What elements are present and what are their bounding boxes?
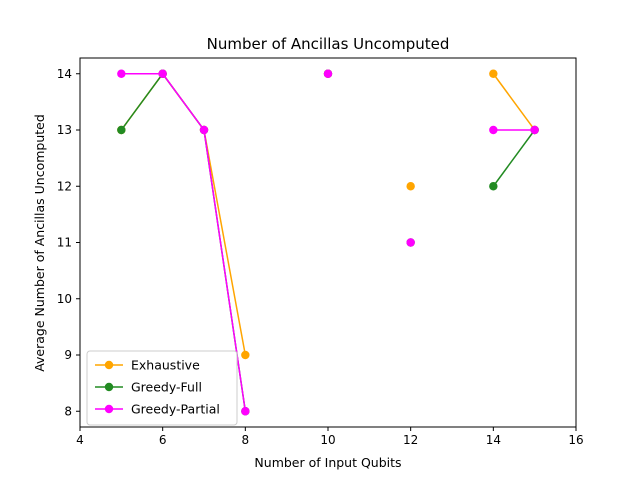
series-line-exhaustive — [492, 73, 536, 131]
legend-box — [86, 350, 238, 426]
data-point-greedy-partial — [241, 407, 250, 416]
y-axis-label: Average Number of Ancillas Uncomputed — [32, 114, 47, 372]
legend-marker — [104, 360, 114, 370]
legend-label: Greedy-Partial — [131, 402, 220, 417]
series-layer — [117, 69, 539, 416]
legend-item: Exhaustive — [95, 358, 200, 373]
data-point-greedy-partial — [158, 69, 167, 78]
data-point-greedy-partial — [117, 69, 126, 78]
data-point-greedy-partial — [406, 238, 415, 247]
x-tick-label: 10 — [320, 433, 335, 447]
data-point-greedy-partial — [199, 125, 209, 135]
y-tick-label: 14 — [57, 67, 72, 81]
legend-item: Greedy-Partial — [95, 402, 220, 417]
data-point-greedy-partial — [489, 125, 498, 135]
axes-frame — [79, 57, 577, 428]
y-tick-label: 8 — [64, 404, 72, 418]
x-tick-label: 6 — [159, 433, 167, 447]
data-point-exhaustive — [489, 69, 498, 78]
series-line-greedy-partial — [121, 73, 247, 412]
data-point-exhaustive — [241, 350, 250, 360]
data-point-greedy-full — [489, 182, 498, 191]
x-tick-label: 14 — [486, 433, 501, 447]
legend-label: Exhaustive — [131, 358, 200, 373]
series-greedy-partial — [117, 69, 539, 416]
legend-marker — [104, 404, 114, 414]
legend-item: Greedy-Full — [95, 380, 202, 395]
x-axis-ticks: 4 6 8 10 12 14 16 — [76, 427, 584, 447]
x-tick-label: 8 — [242, 433, 250, 447]
y-tick-label: 9 — [64, 348, 72, 362]
y-tick-label: 12 — [57, 179, 72, 193]
x-axis-label: Number of Input Qubits — [254, 455, 401, 470]
y-tick-label: 10 — [57, 292, 72, 306]
x-tick-label: 12 — [403, 433, 418, 447]
y-tick-label: 13 — [57, 123, 72, 137]
legend-marker — [104, 382, 114, 392]
chart-title: Number of Ancillas Uncomputed — [207, 35, 450, 53]
data-point-greedy-full — [117, 125, 126, 135]
data-point-greedy-partial — [530, 125, 539, 135]
data-point-exhaustive — [406, 182, 415, 191]
x-tick-label: 4 — [76, 433, 84, 447]
y-axis-ticks: 8 9 10 11 12 13 14 — [57, 67, 80, 418]
legend-label: Greedy-Full — [131, 380, 202, 395]
series-line-greedy-full — [492, 129, 536, 187]
data-point-greedy-partial — [323, 69, 333, 78]
x-tick-label: 16 — [568, 433, 583, 447]
legend: Exhaustive Greedy-Full Greedy-Partial — [86, 350, 238, 426]
y-tick-label: 11 — [57, 236, 72, 250]
